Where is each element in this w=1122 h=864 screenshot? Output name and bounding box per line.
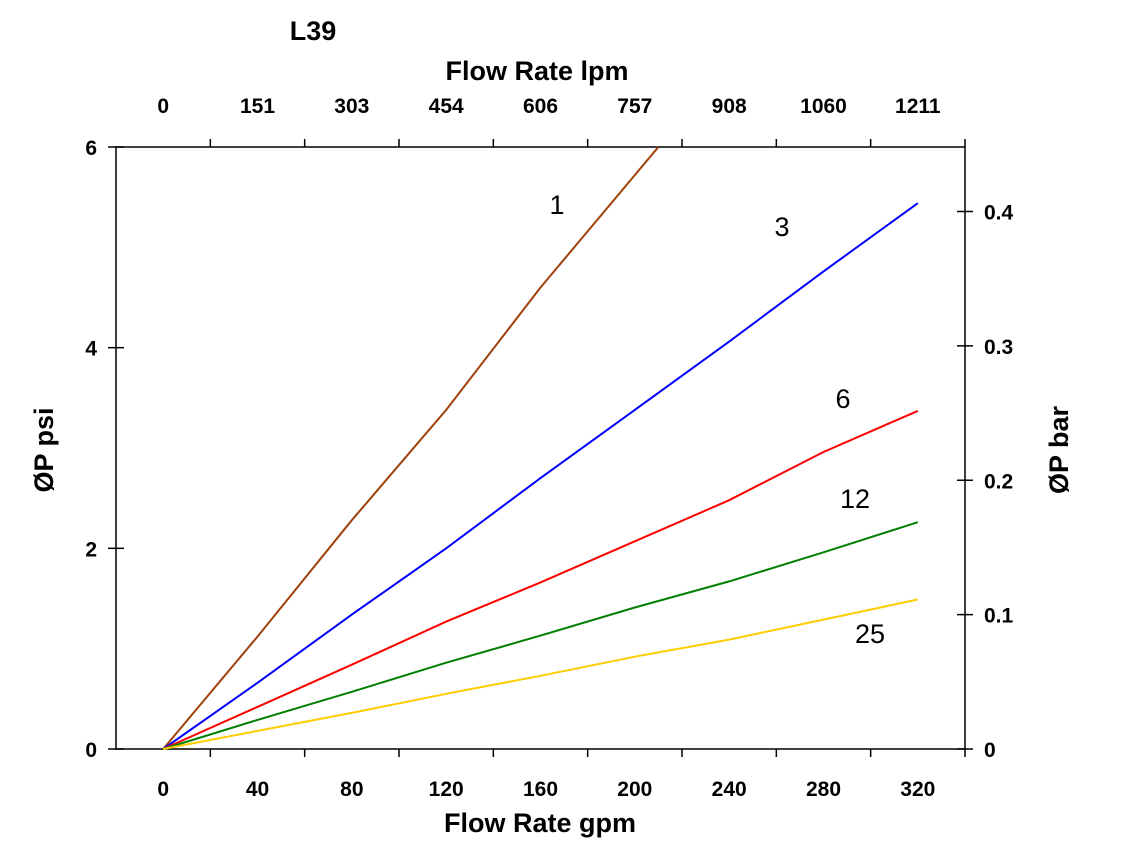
bottom-x-axis-title: Flow Rate gpm [444, 808, 636, 838]
curves: 1 3 6 12 25 [162, 146, 919, 750]
x-tick-label: 40 [246, 778, 269, 801]
y2-tick-label: 0.1 [984, 605, 1014, 628]
curve-label-1: 1 [549, 190, 564, 220]
x2-tick-label: 303 [334, 95, 369, 118]
curve-6 [162, 409, 919, 750]
curve-25 [163, 598, 919, 750]
x2-tick-label: 151 [240, 95, 275, 118]
curve-1 [162, 146, 660, 750]
x2-tick-label: 454 [429, 95, 464, 118]
y2-tick-label: 0.2 [984, 470, 1013, 493]
x-tick-label: 320 [900, 778, 935, 801]
x-tick-label: 0 [157, 778, 169, 801]
x2-tick-label: 1060 [800, 95, 847, 118]
x2-tick-label: 0 [157, 95, 169, 118]
top-x-axis-title: Flow Rate lpm [445, 56, 628, 86]
left-y-axis-title: ØP psi [29, 407, 59, 492]
curve-label-6: 6 [835, 384, 850, 414]
right-y-axis-title: ØP bar [1044, 405, 1074, 494]
y-tick-label: 2 [85, 538, 97, 561]
y-tick-label: 4 [85, 338, 97, 361]
curve-label-3: 3 [774, 212, 789, 242]
y-tick-label: 0 [85, 739, 97, 762]
x-tick-label: 240 [712, 778, 747, 801]
y2-tick-label: 0.3 [984, 336, 1013, 359]
curve-3 [162, 202, 919, 750]
x-tick-label: 160 [523, 778, 558, 801]
chart-title: L39 [290, 16, 337, 46]
y2-tick-label: 0 [984, 739, 996, 762]
x-tick-label: 280 [806, 778, 841, 801]
curve-12 [162, 521, 919, 750]
x2-tick-label: 908 [712, 95, 747, 118]
x2-tick-label: 1211 [895, 95, 941, 118]
plot-frame [115, 146, 966, 750]
y-tick-label: 6 [85, 137, 97, 160]
y2-tick-label: 0.4 [984, 202, 1014, 225]
curve-label-25: 25 [855, 619, 885, 649]
x-tick-label: 200 [617, 778, 652, 801]
x-tick-label: 120 [429, 778, 464, 801]
curve-label-12: 12 [840, 484, 870, 514]
x2-tick-label: 606 [523, 95, 558, 118]
x2-tick-label: 757 [617, 95, 652, 118]
x-tick-label: 80 [340, 778, 363, 801]
